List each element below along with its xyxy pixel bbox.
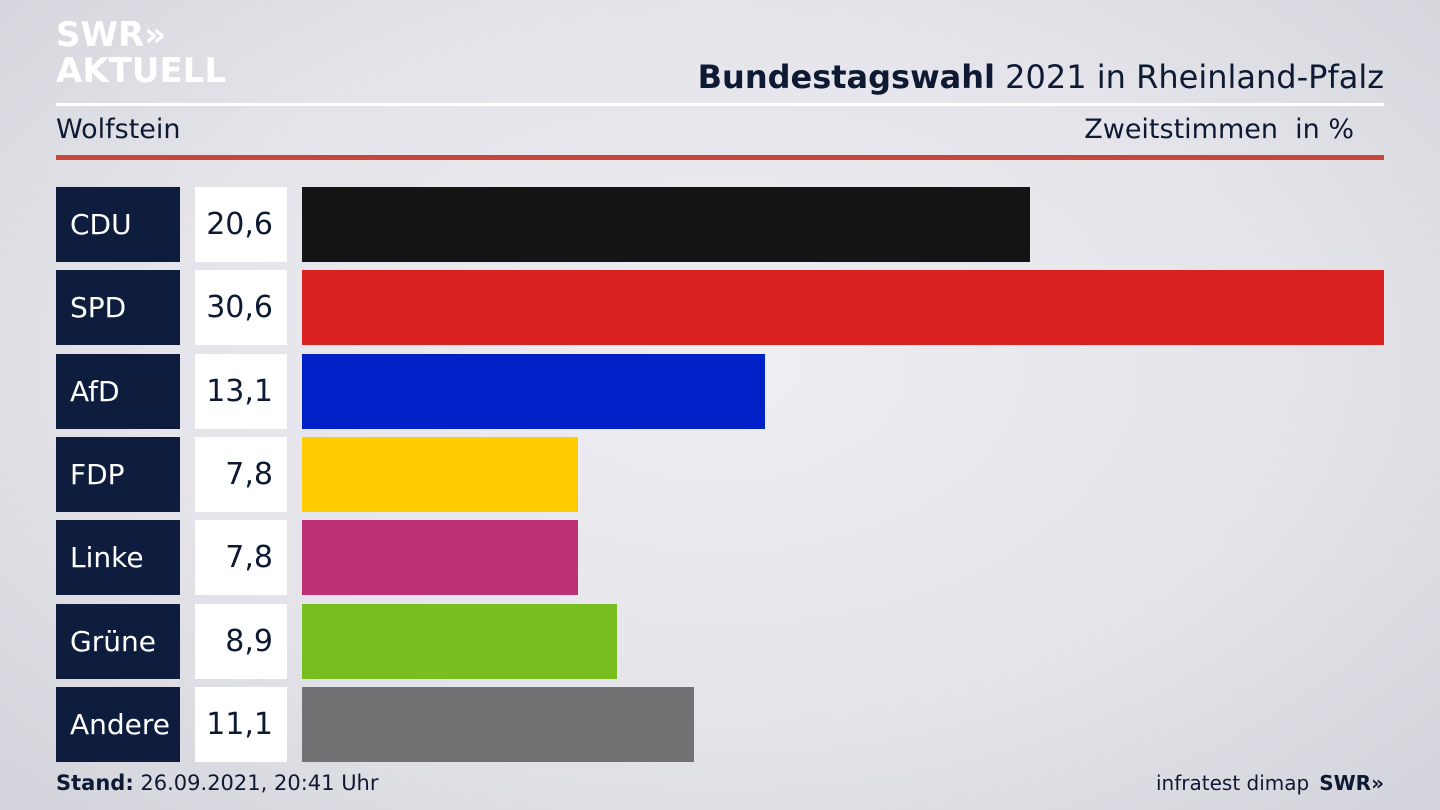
source-name: infratest dimap: [1156, 771, 1310, 795]
title-bold: Bundestagswahl: [697, 58, 995, 96]
data-label: 20,6: [195, 187, 287, 262]
data-label: 8,9: [195, 604, 287, 679]
party-label: Linke: [56, 520, 180, 595]
party-label: Andere: [56, 687, 180, 762]
bar: [302, 687, 694, 762]
bar: [302, 520, 578, 595]
vote-type-label: Zweitstimmen: [1084, 114, 1278, 145]
bar-row: Linke 7,8: [0, 520, 1440, 595]
data-label: 13,1: [195, 354, 287, 429]
bar: [302, 437, 578, 512]
bar-row: Grüne 8,9: [0, 604, 1440, 679]
logo-aktuell: AKTUELL: [56, 51, 227, 91]
logo-swr-text: SWR: [56, 15, 145, 55]
party-label: Grüne: [56, 604, 180, 679]
accent-divider: [56, 155, 1384, 160]
source-credit: infratest dimap SWR»: [1156, 771, 1384, 795]
bar-row: SPD 30,6: [0, 270, 1440, 345]
party-label: AfD: [56, 354, 180, 429]
header-divider: [56, 103, 1384, 106]
stand-label: Stand:: [56, 771, 134, 795]
party-label: CDU: [56, 187, 180, 262]
data-label: 7,8: [195, 437, 287, 512]
stand-value: 26.09.2021, 20:41 Uhr: [140, 771, 379, 795]
data-label: 7,8: [195, 520, 287, 595]
data-label: 30,6: [195, 270, 287, 345]
timestamp: Stand: 26.09.2021, 20:41 Uhr: [56, 771, 379, 795]
bar-row: FDP 7,8: [0, 437, 1440, 512]
logo-swr: SWR»: [56, 18, 226, 54]
bar: [302, 270, 1384, 345]
data-label: 11,1: [195, 687, 287, 762]
region-name: Wolfstein: [56, 114, 181, 145]
bar: [302, 604, 617, 679]
swr-small-logo: SWR»: [1319, 771, 1384, 795]
swr-aktuell-logo: SWR» AKTUELL: [56, 18, 226, 90]
bar: [302, 354, 765, 429]
title-rest: 2021 in Rheinland-Pfalz: [1005, 58, 1384, 96]
bar: [302, 187, 1030, 262]
page-title: Bundestagswahl 2021 in Rheinland-Pfalz: [698, 58, 1384, 96]
bar-row: CDU 20,6: [0, 187, 1440, 262]
bar-row: Andere 11,1: [0, 687, 1440, 762]
bar-row: AfD 13,1: [0, 354, 1440, 429]
party-label: SPD: [56, 270, 180, 345]
party-label: FDP: [56, 437, 180, 512]
unit-label: in %: [1295, 114, 1354, 145]
